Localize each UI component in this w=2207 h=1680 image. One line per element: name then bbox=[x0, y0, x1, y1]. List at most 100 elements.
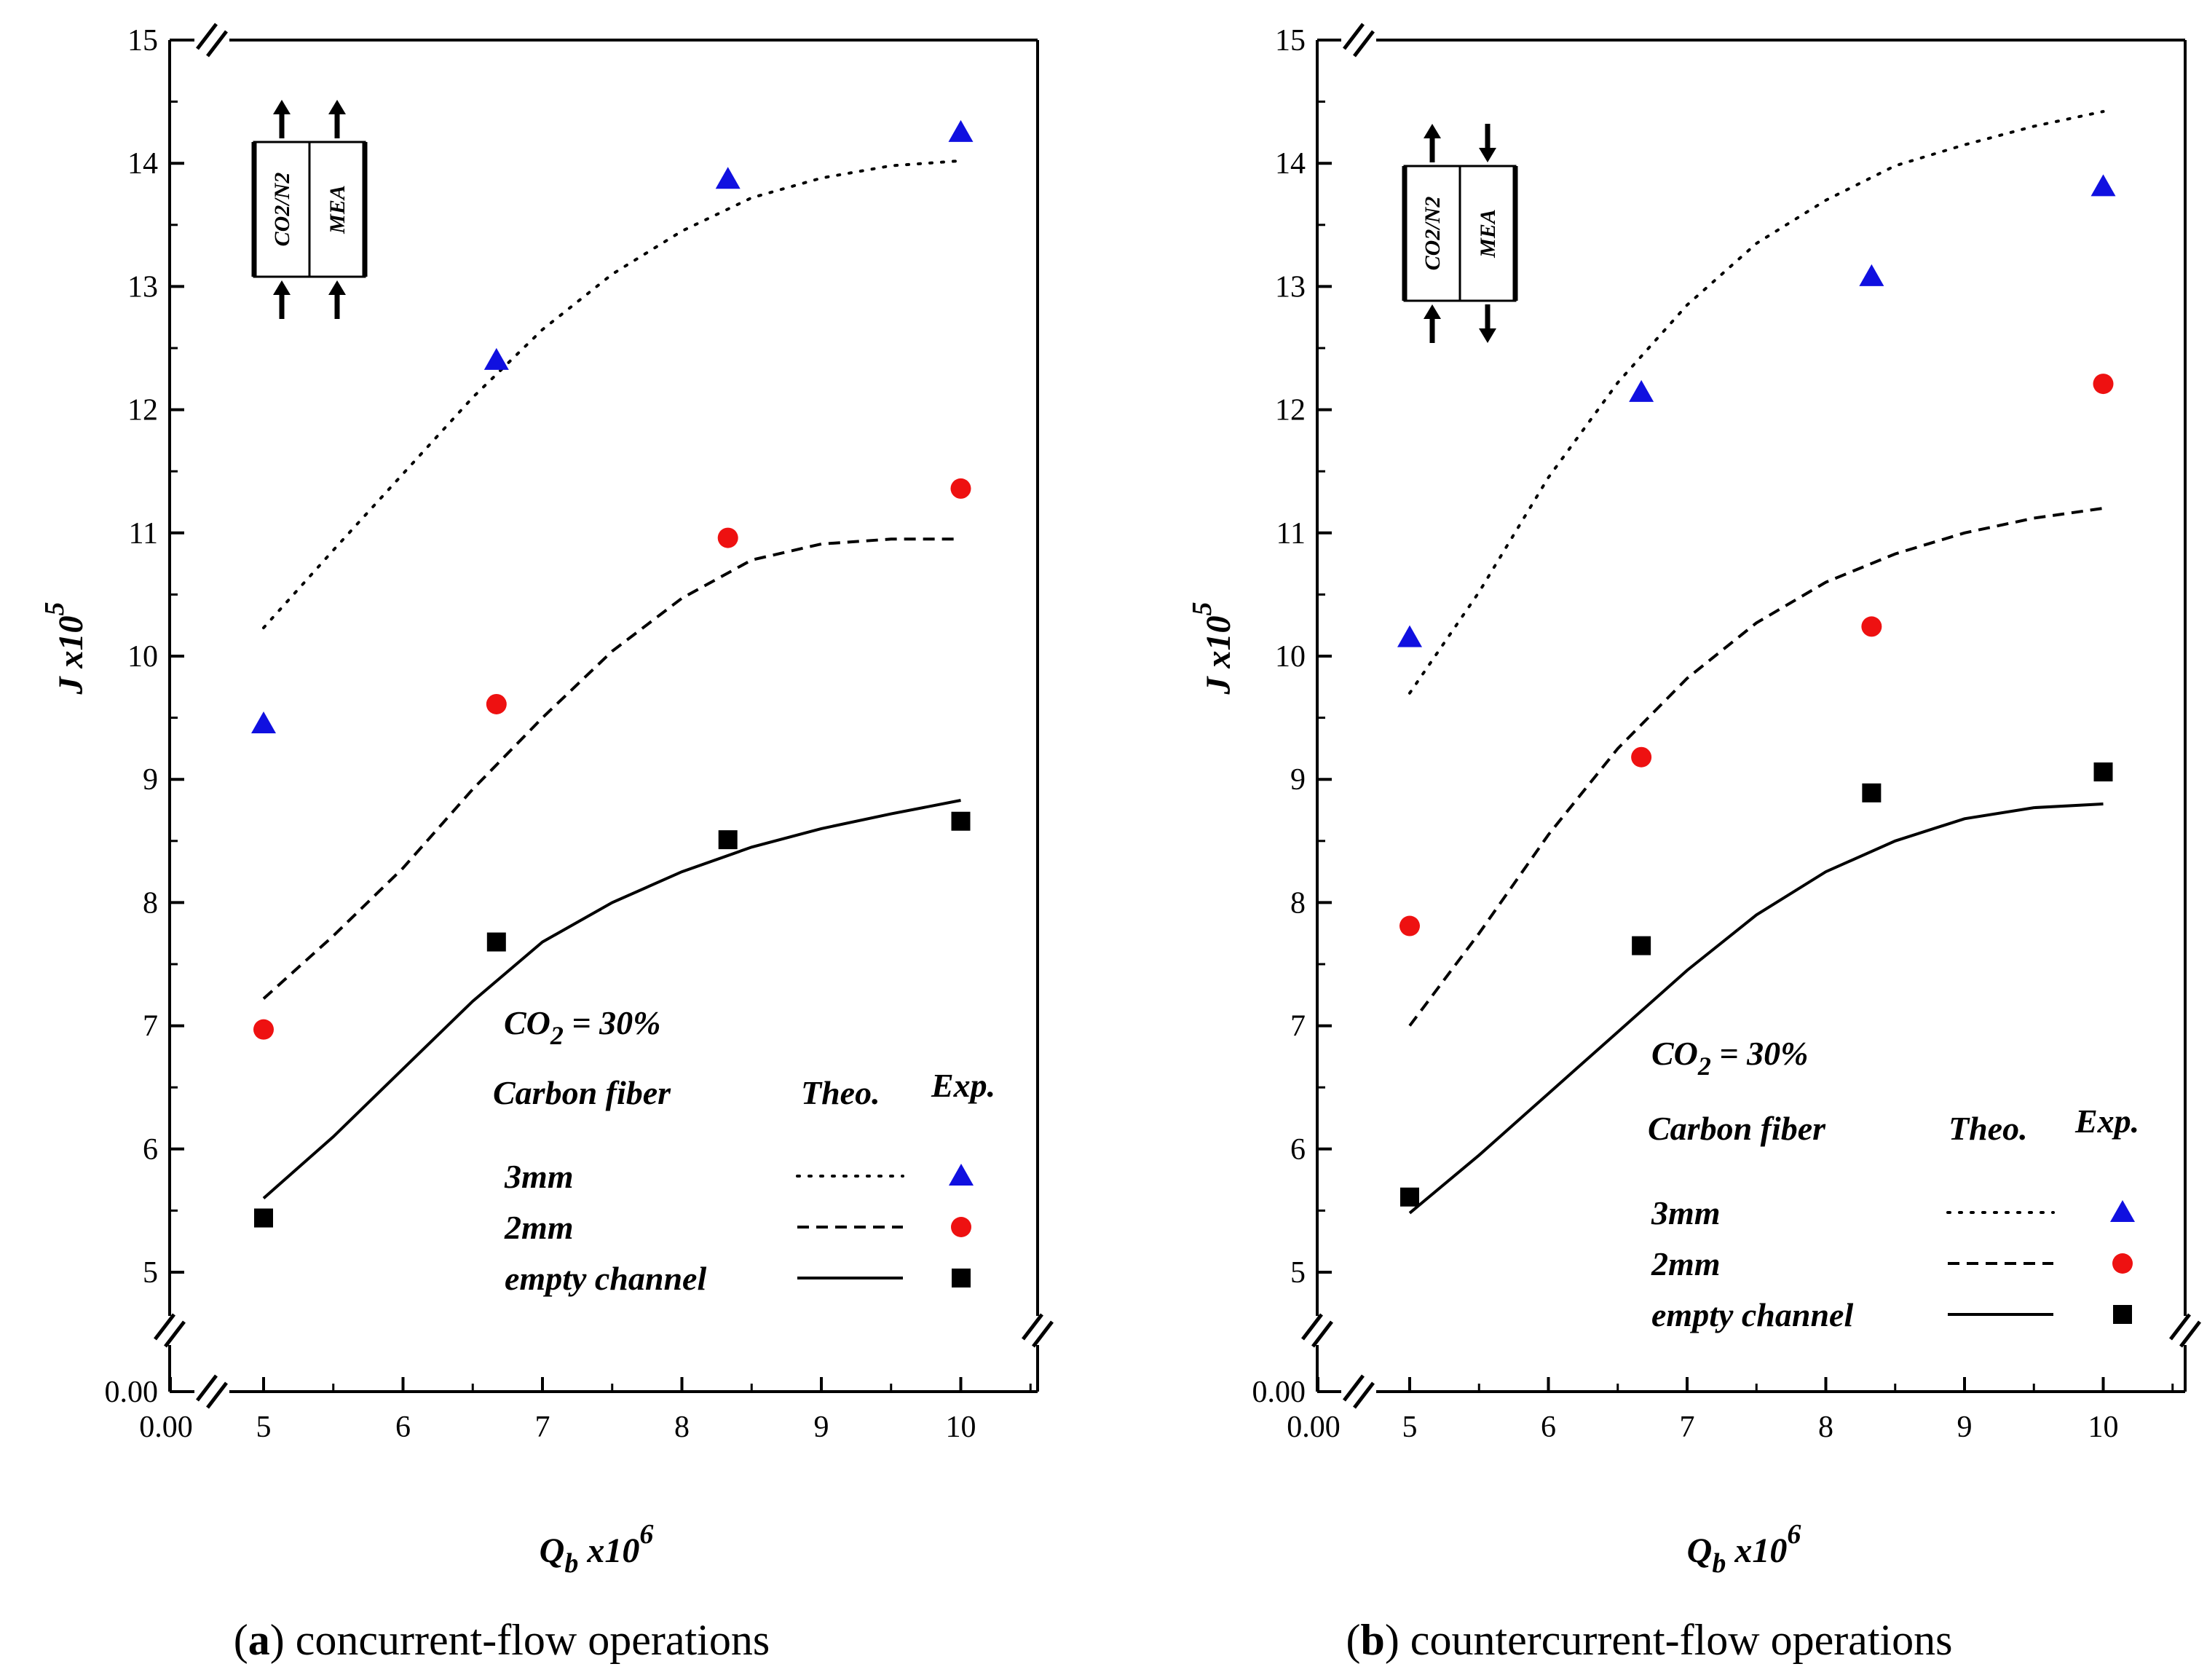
legend-heading: Carbon fiber bbox=[1648, 1110, 1826, 1147]
theo-curve bbox=[262, 799, 961, 1199]
y-tick-label: 13 bbox=[1275, 270, 1306, 304]
exp-point bbox=[1632, 936, 1651, 955]
left-axis-break-slash-1 bbox=[154, 1313, 175, 1341]
y-origin-label: 0.00 bbox=[105, 1376, 159, 1409]
caption-text: ) countercurrent-flow operations bbox=[1385, 1616, 1953, 1664]
top-axis-break-slash-1 bbox=[1343, 23, 1365, 50]
series-empty-channel bbox=[1400, 762, 2113, 1215]
y-axis-title: J x105 bbox=[1187, 602, 1238, 695]
exp-point bbox=[1399, 915, 1420, 936]
bottom-axis-break-slash-1 bbox=[196, 1374, 218, 1402]
y-tick-label: 5 bbox=[143, 1256, 158, 1290]
exp-point bbox=[715, 167, 741, 189]
legend-entry-label: 2mm bbox=[504, 1209, 574, 1246]
flow-diagram: CO2/N2 MEA bbox=[1402, 124, 1518, 343]
legend-marker-sample bbox=[949, 1164, 974, 1186]
x-tick-label: 5 bbox=[1402, 1411, 1418, 1444]
right-axis-break-slash-2 bbox=[2179, 1320, 2201, 1348]
caption-open: ( bbox=[1346, 1616, 1360, 1664]
x-title-rest: x10 bbox=[578, 1531, 639, 1570]
series-3mm bbox=[251, 119, 974, 734]
co2-annotation: CO2 = 30% bbox=[504, 1004, 660, 1050]
panel-b: 5 6 7 8 9 10 11 12 13 14 15 0.00 5 6 7 8 9 10 0.00 CO2/N2 ME… bbox=[1187, 23, 2203, 1664]
theo-curve bbox=[1408, 507, 2104, 1027]
x-tick-label: 6 bbox=[1541, 1411, 1556, 1444]
x-tick-label: 7 bbox=[535, 1411, 550, 1444]
exp-point bbox=[1859, 264, 1884, 286]
caption-letter: b bbox=[1360, 1616, 1384, 1664]
left-axis-break-slash-2 bbox=[1311, 1320, 1333, 1348]
legend-marker-sample bbox=[2110, 1200, 2135, 1222]
exp-point bbox=[1631, 746, 1652, 768]
exp-point bbox=[486, 693, 507, 714]
exp-point bbox=[717, 527, 738, 548]
y-tick-label: 7 bbox=[143, 1010, 158, 1044]
legend-entry-label: empty channel bbox=[505, 1260, 706, 1297]
y-tick-label: 15 bbox=[127, 24, 158, 58]
x-title-main: Q bbox=[1687, 1531, 1713, 1570]
top-axis-break-slash-2 bbox=[206, 30, 228, 58]
bottom-axis-break-slash-2 bbox=[206, 1381, 228, 1409]
y-tick-label: 10 bbox=[1275, 640, 1306, 674]
legend-theo-header: Theo. bbox=[801, 1074, 880, 1111]
exp-point bbox=[1629, 379, 1654, 402]
exp-point bbox=[1397, 625, 1422, 647]
x-axis-title: Qb x106 bbox=[540, 1519, 654, 1579]
liquid-channel-label: MEA bbox=[1476, 209, 1500, 259]
right-axis-break-slash-1 bbox=[1022, 1313, 1043, 1341]
x-tick-label: 10 bbox=[946, 1411, 976, 1444]
y-title-main: J x10 bbox=[1199, 616, 1238, 695]
y-tick-label: 11 bbox=[1276, 517, 1306, 551]
exp-point bbox=[951, 811, 971, 831]
liquid-channel-label: MEA bbox=[325, 185, 350, 234]
annotation-prefix: CO bbox=[504, 1004, 550, 1041]
legend-marker-sample bbox=[951, 1217, 971, 1237]
exp-point bbox=[2093, 762, 2113, 782]
liquid-outlet-arrow-head bbox=[328, 100, 346, 114]
exp-point bbox=[483, 347, 509, 370]
annotation-subscript: 2 bbox=[1697, 1052, 1711, 1081]
exp-point bbox=[718, 830, 738, 850]
x-title-main: Q bbox=[540, 1531, 565, 1570]
x-title-subscript: b bbox=[564, 1548, 578, 1579]
right-axis-break-slash-2 bbox=[1032, 1320, 1054, 1348]
y-tick-label: 8 bbox=[143, 886, 158, 920]
left-axis-break-slash-2 bbox=[164, 1320, 186, 1348]
annotation-subscript: 2 bbox=[550, 1021, 564, 1050]
exp-point bbox=[2093, 374, 2114, 395]
right-axis-break-slash-1 bbox=[2169, 1313, 2191, 1341]
x-origin-label: 0.00 bbox=[1287, 1411, 1341, 1444]
y-tick-label: 9 bbox=[1290, 763, 1306, 797]
x-tick-label: 8 bbox=[1818, 1411, 1833, 1444]
gas-channel-label: CO2/N2 bbox=[1421, 197, 1445, 271]
caption-text: ) concurrent-flow operations bbox=[270, 1616, 770, 1664]
theo-curve bbox=[1408, 110, 2105, 695]
y-origin-label: 0.00 bbox=[1252, 1376, 1306, 1409]
annotation-suffix: = 30% bbox=[1711, 1035, 1809, 1072]
top-axis-break-slash-1 bbox=[196, 23, 218, 50]
panel-caption: (a) concurrent-flow operations bbox=[234, 1616, 770, 1664]
legend-heading: Carbon fiber bbox=[493, 1074, 671, 1111]
exp-point bbox=[253, 1019, 274, 1040]
y-tick-label: 6 bbox=[1290, 1133, 1306, 1167]
legend-marker-sample bbox=[2112, 1253, 2133, 1274]
legend-entry-label: 3mm bbox=[1651, 1194, 1721, 1231]
x-tick-label: 6 bbox=[395, 1411, 411, 1444]
legend-entry-label: 3mm bbox=[504, 1158, 574, 1195]
panel-a: 5 6 7 8 9 10 11 12 13 14 15 0.00 5 6 7 8 9 10 0.00 CO2/N2 ME… bbox=[39, 23, 1055, 1664]
y-axis-title: J x105 bbox=[39, 602, 90, 695]
exp-point bbox=[948, 119, 974, 142]
legend-exp-header: Exp. bbox=[931, 1067, 995, 1104]
exp-point bbox=[1861, 616, 1882, 637]
y-tick-label: 12 bbox=[127, 394, 158, 427]
annotation-prefix: CO bbox=[1651, 1035, 1698, 1072]
x-tick-label: 9 bbox=[1957, 1411, 1973, 1444]
x-title-rest: x10 bbox=[1726, 1531, 1787, 1570]
gas-inlet-arrow-head bbox=[1424, 304, 1441, 319]
panel-caption: (b) countercurrent-flow operations bbox=[1346, 1616, 1952, 1664]
exp-point bbox=[2090, 174, 2116, 197]
y-tick-label: 5 bbox=[1290, 1256, 1306, 1290]
bottom-axis-break-slash-1 bbox=[1343, 1374, 1365, 1402]
x-tick-label: 5 bbox=[256, 1411, 272, 1444]
theo-curve bbox=[1408, 802, 2104, 1215]
